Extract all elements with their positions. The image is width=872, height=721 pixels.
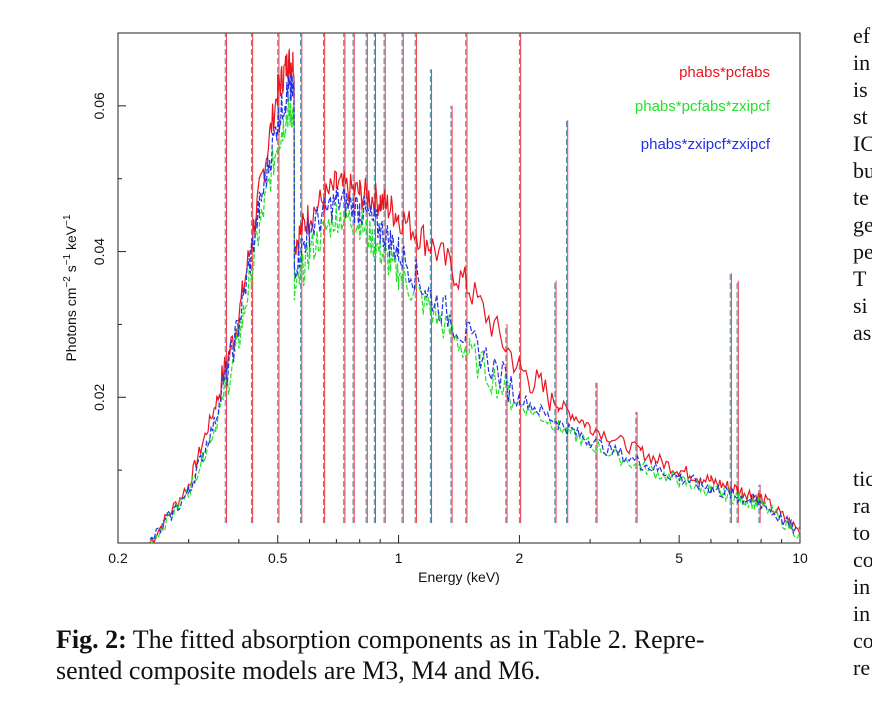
side-text-top-fragment-1: in	[853, 50, 871, 75]
side-text-bottom-fragment-6: co	[853, 628, 872, 653]
series-line-1	[149, 47, 801, 544]
side-text-top-fragment-6: te	[853, 185, 869, 210]
legend-entry-1: phabs*pcfabs	[679, 64, 770, 81]
spectrum-chart: 0.2 0.5 1 2 5 10 0.02 0.04 0.06 Energy (keV) Ph…	[62, 32, 808, 585]
side-text-top-fragment-0: ef	[853, 23, 871, 48]
x-tick-label-5: 10	[792, 550, 808, 566]
x-axis-label: Energy (keV)	[418, 569, 500, 585]
side-text-top-fragment-11: as	[853, 320, 872, 345]
side-text-top-fragment-9: T	[853, 266, 867, 291]
side-text-top-fragment-5: bu	[853, 158, 872, 183]
x-tick-label-0: 0.2	[108, 550, 128, 566]
series-line-2	[149, 97, 801, 544]
side-text-bottom-fragment-4: in	[853, 574, 871, 599]
side-text-top-fragment-2: is	[853, 77, 868, 102]
legend: phabs*pcfabs phabs*pcfabs*zxipcf phabs*z…	[635, 64, 771, 153]
series-group	[149, 47, 801, 544]
emission-lines	[224, 33, 761, 523]
side-text-top-fragment-8: pe	[853, 239, 872, 264]
side-text-bottom-fragment-0: tic	[853, 466, 872, 491]
y-tick-label-1: 0.04	[91, 238, 107, 265]
x-tick-label-1: 0.5	[268, 550, 288, 566]
y-tick-label-0: 0.02	[91, 383, 107, 410]
side-text-top-fragment-10: si	[853, 293, 868, 318]
side-text-bottom-fragment-3: co	[853, 547, 872, 572]
plot-frame	[117, 32, 801, 544]
side-text-top-fragment-4: IC	[853, 131, 872, 156]
legend-entry-2: phabs*pcfabs*zxipcf	[635, 98, 771, 115]
x-tick-label-4: 5	[675, 550, 683, 566]
side-text-bottom: tic ra to co in in co re	[853, 465, 872, 681]
legend-entry-3: phabs*zxipcf*zxipcf	[641, 136, 771, 153]
side-text-top-fragment-7: ge	[853, 212, 872, 237]
y-axis-label: Photons cm−2 s−1 keV−1	[62, 214, 79, 361]
x-axis: 0.2 0.5 1 2 5 10	[108, 535, 808, 566]
caption-line-1: The fitted absorption components as in T…	[126, 625, 705, 654]
caption-line-2: sented composite models are M3, M4 and M…	[56, 656, 541, 685]
side-text-bottom-fragment-7: re	[853, 655, 871, 680]
figure-caption: Fig. 2: The fitted absorption components…	[56, 624, 826, 686]
caption-label: Fig. 2:	[56, 625, 127, 654]
side-text-bottom-fragment-2: to	[853, 520, 871, 545]
y-tick-label-2: 0.06	[91, 92, 107, 119]
series-line-3	[149, 74, 801, 541]
side-text-bottom-fragment-5: in	[853, 601, 871, 626]
x-tick-label-3: 2	[516, 550, 524, 566]
y-axis: 0.02 0.04 0.06	[91, 32, 126, 471]
side-text-top-fragment-3: st	[853, 104, 868, 129]
x-tick-label-2: 1	[395, 550, 403, 566]
side-text-bottom-fragment-1: ra	[853, 493, 871, 518]
